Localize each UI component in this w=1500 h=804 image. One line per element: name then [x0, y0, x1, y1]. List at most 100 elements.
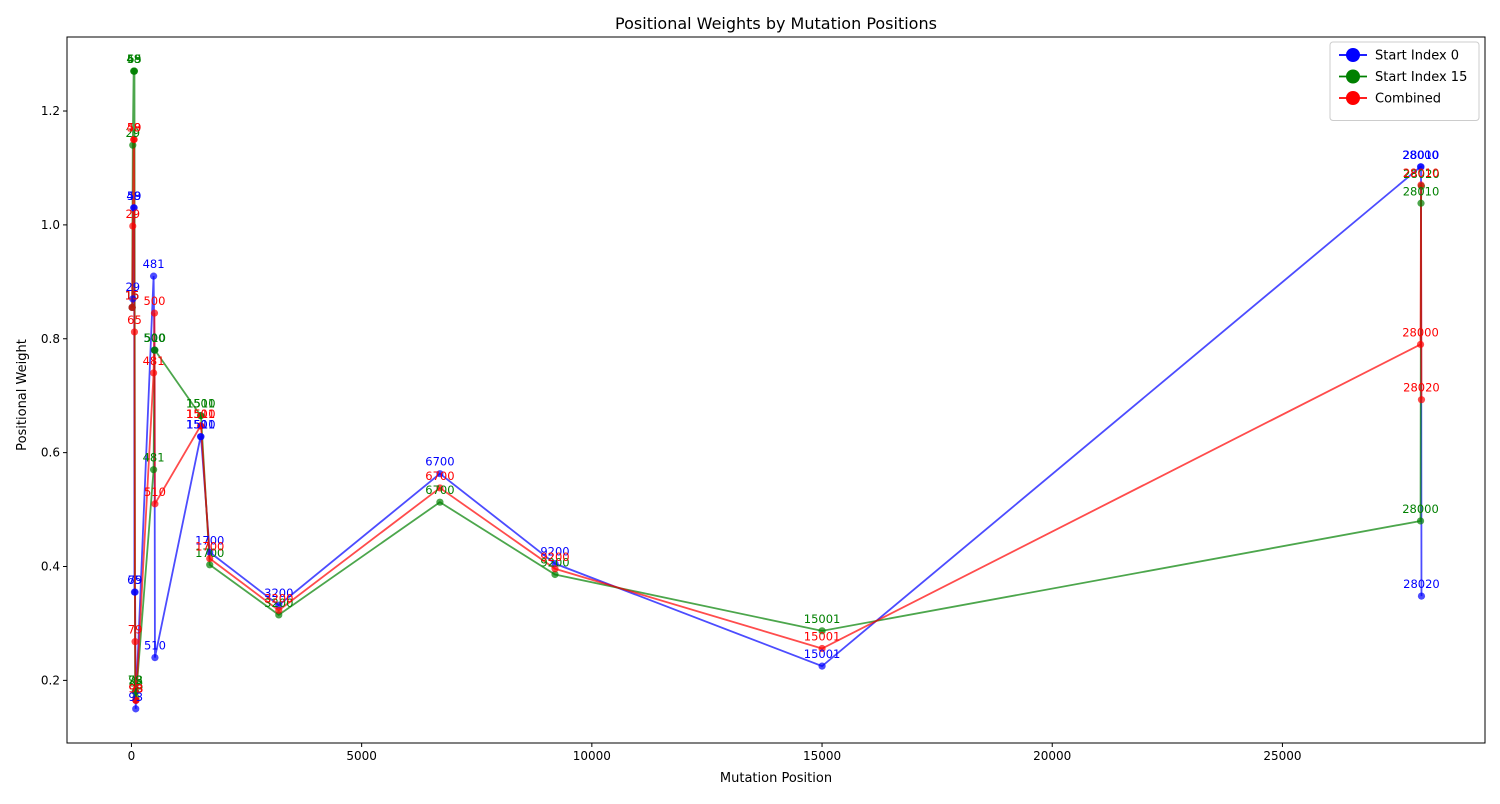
data-point-start-index-0 [151, 653, 159, 662]
data-point-combined [206, 554, 214, 563]
point-label-start-index-0: 15001 [804, 647, 841, 661]
point-label-combined: 79 [128, 623, 143, 637]
point-label-combined: 500 [143, 294, 165, 308]
point-label-start-index-15: 48 [126, 52, 141, 66]
x-tick-label: 10000 [573, 749, 611, 763]
point-label-start-index-0: 9200 [540, 545, 569, 559]
point-label-start-index-15: 1510 [186, 397, 215, 411]
x-axis-ticks: 0 5000 10000 15000 20000 25000 [128, 743, 1302, 763]
legend-marker [1346, 69, 1360, 84]
point-label-combined: 93 [128, 681, 143, 695]
data-point-start-index-15 [151, 346, 159, 354]
data-point-combined [1417, 396, 1426, 404]
point-label-combined: 3200 [264, 591, 293, 605]
data-point-start-index-0 [130, 204, 138, 212]
data-point-start-index-0 [149, 272, 158, 280]
point-label-combined: 1501 [186, 407, 215, 421]
x-tick-label: 15000 [803, 749, 841, 763]
point-label-combined: 59 [127, 120, 142, 134]
x-tick-label: 0 [128, 749, 136, 763]
data-point-combined [150, 309, 159, 317]
point-label-start-index-0: 28000 [1402, 148, 1439, 162]
y-tick-label: 0.2 [41, 673, 60, 687]
plot-frame [66, 36, 1486, 744]
point-label-start-index-0: 79 [128, 573, 143, 587]
data-point-start-index-0 [436, 470, 444, 478]
point-label-start-index-15: 59 [127, 52, 142, 66]
point-label-combined: 1700 [195, 540, 224, 554]
point-label-start-index-0: 1700 [195, 533, 224, 547]
point-label-start-index-0: 6700 [425, 455, 454, 469]
point-label-start-index-15: 79 [128, 673, 143, 687]
legend-label: Combined [1375, 92, 1441, 107]
legend-marker [1346, 48, 1360, 62]
point-label-start-index-0: 15 [125, 288, 140, 302]
data-point-combined [436, 484, 444, 492]
data-point-combined [551, 565, 559, 573]
data-point-start-index-15 [129, 141, 137, 149]
data-point-start-index-15 [197, 412, 205, 420]
y-axis-ticks: 0.2 0.4 0.6 0.8 1.0 1.2 [41, 104, 67, 687]
series-points [128, 67, 1426, 713]
point-label-combined: 481 [143, 354, 165, 368]
point-label-start-index-15: 1501 [186, 397, 215, 411]
point-label-start-index-15: 510 [144, 331, 166, 345]
y-tick-label: 0.6 [41, 446, 60, 460]
point-label-combined: 98 [129, 681, 144, 695]
data-point-combined [151, 500, 159, 508]
data-point-combined [129, 222, 137, 230]
y-tick-label: 1.0 [41, 218, 60, 232]
data-point-combined [132, 696, 140, 704]
data-point-start-index-15 [149, 466, 158, 474]
data-point-combined [197, 422, 205, 430]
data-point-start-index-15 [818, 627, 826, 635]
data-point-combined [131, 638, 139, 646]
data-point-combined [128, 303, 136, 312]
point-label-start-index-15: 93 [128, 673, 143, 687]
point-label-start-index-15: 28020 [1403, 167, 1440, 181]
data-point-start-index-0 [206, 548, 214, 556]
y-tick-label: 0.8 [41, 332, 60, 346]
point-label-start-index-0: 500 [143, 331, 165, 345]
data-point-start-index-15 [1416, 517, 1425, 525]
point-label-start-index-15: 15001 [804, 612, 841, 626]
point-label-combined: 15001 [804, 629, 841, 643]
point-label-start-index-0: 93 [128, 690, 143, 704]
point-label-start-index-15: 3200 [264, 596, 293, 610]
point-label-start-index-0: 1510 [186, 418, 215, 432]
data-point-start-index-0 [129, 295, 137, 303]
point-label-combined: 9200 [540, 550, 569, 564]
point-label-combined: 65 [127, 313, 142, 327]
point-label-combined: 29 [125, 207, 140, 221]
point-label-start-index-15: 98 [129, 678, 144, 692]
data-point-start-index-15 [436, 498, 444, 506]
point-label-start-index-15: 6700 [425, 483, 454, 497]
point-label-start-index-15: 28010 [1403, 184, 1440, 198]
point-label-start-index-15: 9200 [540, 555, 569, 569]
y-tick-label: 0.4 [41, 560, 60, 574]
data-point-start-index-0 [275, 601, 283, 609]
legend-marker [1346, 91, 1360, 105]
legend-box [1329, 41, 1480, 121]
x-tick-label: 20000 [1033, 749, 1071, 763]
data-point-start-index-0 [197, 433, 205, 441]
point-label-combined: 6700 [425, 469, 454, 483]
point-label-start-index-0: 29 [125, 280, 140, 294]
data-point-combined [818, 644, 826, 653]
data-point-start-index-0 [132, 705, 140, 713]
data-point-start-index-15 [1417, 199, 1425, 207]
point-label-combined: 48 [126, 120, 141, 134]
point-label-start-index-0: 48 [126, 189, 141, 203]
point-label-start-index-0: 65 [127, 573, 142, 587]
point-label-start-index-0: 1501 [186, 418, 215, 432]
point-label-start-index-0: 28010 [1403, 148, 1440, 162]
point-label-start-index-15: 500 [143, 331, 165, 345]
point-label-start-index-15: 15 [125, 288, 140, 302]
point-label-start-index-15: 65 [127, 52, 142, 66]
data-point-start-index-15 [551, 570, 559, 579]
data-point-combined [149, 369, 158, 377]
data-point-start-index-15 [132, 688, 140, 696]
point-labels: 1529485965799398481500510150115101700320… [125, 52, 1440, 704]
point-label-start-index-0: 510 [144, 639, 166, 653]
